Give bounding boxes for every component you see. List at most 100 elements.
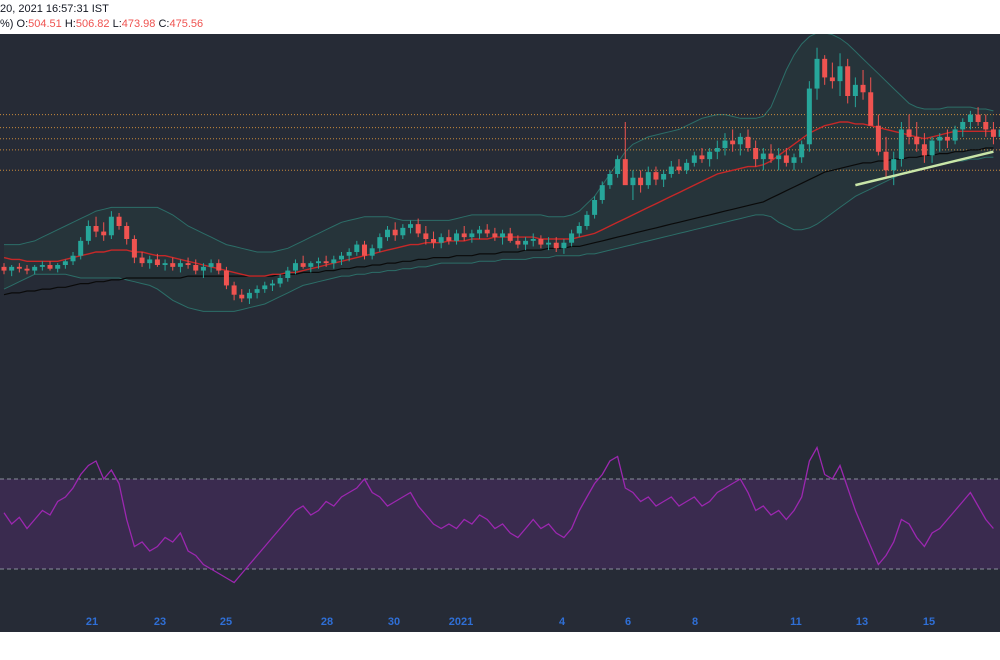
ohlc-readout: %) O:504.51 H:506.82 L:473.98 C:475.56 xyxy=(0,18,203,30)
candle-body xyxy=(852,84,858,96)
support-trendline xyxy=(855,150,994,187)
candle-body xyxy=(584,214,590,226)
candle-body xyxy=(101,231,107,236)
candle-body xyxy=(254,289,260,293)
x-tick-label: 15 xyxy=(923,616,935,628)
candle-body xyxy=(70,255,76,262)
footer-strip xyxy=(0,632,1000,660)
candle-body xyxy=(62,261,68,265)
candle-body xyxy=(668,166,674,174)
bollinger-bands xyxy=(3,34,994,312)
candle-body xyxy=(492,233,498,238)
bollinger-fill xyxy=(4,34,994,312)
candle-body xyxy=(967,114,973,122)
candle-body xyxy=(515,240,521,245)
rsi-panel xyxy=(0,445,1000,584)
candle-body xyxy=(55,265,61,269)
candle-body xyxy=(645,172,651,186)
candle-body xyxy=(147,259,153,264)
x-tick-label: 2021 xyxy=(449,616,473,628)
price-chart[interactable]: 21 23 25 28 30 2021 4 6 8 11 13 15 xyxy=(0,34,1000,632)
candle-body xyxy=(423,233,429,239)
candle-body xyxy=(998,129,1000,137)
change-suffix: %) xyxy=(0,18,14,30)
x-tick-label: 11 xyxy=(790,616,802,628)
candle-body xyxy=(369,248,375,256)
candle-body xyxy=(898,129,904,160)
candle-body xyxy=(93,226,99,232)
candle-body xyxy=(461,233,467,238)
candle-body xyxy=(569,233,575,243)
candle-body xyxy=(768,153,774,160)
candle-body xyxy=(39,265,45,267)
x-tick-label: 30 xyxy=(388,616,400,628)
candle-body xyxy=(139,257,145,264)
candle-body xyxy=(546,242,552,245)
candle-body xyxy=(484,229,490,234)
moving-averages xyxy=(3,121,994,296)
candle-body xyxy=(331,259,337,264)
candlesticks[interactable] xyxy=(1,47,1000,304)
candle-body xyxy=(745,136,751,148)
candle-body xyxy=(691,155,697,163)
candle-body xyxy=(262,285,268,290)
candle-body xyxy=(277,278,283,284)
candle-body xyxy=(200,266,206,271)
candle-body xyxy=(776,155,782,160)
candle-body xyxy=(592,200,598,215)
candle-body xyxy=(699,155,705,160)
datetime-label: 20, 2021 16:57:31 IST xyxy=(0,3,109,15)
low-value: 473.98 xyxy=(121,18,156,30)
candle-body xyxy=(576,226,582,234)
candle-body xyxy=(868,92,874,126)
candle-body xyxy=(154,259,160,265)
candle-body xyxy=(246,292,252,299)
sma-20-line xyxy=(3,121,994,277)
time-axis: 21 23 25 28 30 2021 4 6 8 11 13 15 xyxy=(86,616,935,628)
candle-body xyxy=(131,239,137,258)
candle-body xyxy=(822,58,828,78)
candle-body xyxy=(661,174,667,180)
candle-body xyxy=(400,227,406,236)
bollinger-lower-line xyxy=(3,156,994,312)
candle-body xyxy=(638,177,644,186)
close-label: C: xyxy=(158,18,170,30)
candle-body xyxy=(438,237,444,243)
candle-body xyxy=(223,270,229,286)
candle-body xyxy=(523,240,529,245)
candle-body xyxy=(78,240,84,256)
x-tick-label: 8 xyxy=(692,616,698,628)
candle-body xyxy=(653,172,659,180)
rsi-band-fill xyxy=(0,479,1000,569)
chart-header: 20, 2021 16:57:31 IST %) O:504.51 H:506.… xyxy=(0,0,1000,34)
candle-body xyxy=(32,266,38,271)
candle-body xyxy=(760,153,766,160)
candle-body xyxy=(538,239,544,245)
x-tick-label: 21 xyxy=(86,616,98,628)
candle-body xyxy=(599,185,605,200)
candle-body xyxy=(783,155,789,163)
candle-body xyxy=(753,148,759,160)
candle-body xyxy=(108,216,114,236)
candle-body xyxy=(860,84,866,93)
candle-body xyxy=(162,263,168,265)
candle-body xyxy=(914,136,920,145)
candle-body xyxy=(323,261,329,264)
low-label: L: xyxy=(112,18,122,30)
candle-body xyxy=(338,255,344,260)
candle-body xyxy=(891,159,897,171)
candle-body xyxy=(208,263,214,267)
candle-body xyxy=(714,148,720,152)
candle-body xyxy=(615,159,621,174)
candle-body xyxy=(408,224,414,228)
candle-body xyxy=(837,66,843,82)
candle-body xyxy=(929,140,935,156)
rsi-line xyxy=(3,445,994,584)
candle-body xyxy=(806,88,812,145)
high-label: H: xyxy=(64,18,76,30)
x-tick-label: 28 xyxy=(321,616,333,628)
candle-body xyxy=(906,129,912,137)
candle-body xyxy=(975,114,981,122)
support-trendline-segment xyxy=(855,150,994,187)
candle-body xyxy=(829,77,835,82)
